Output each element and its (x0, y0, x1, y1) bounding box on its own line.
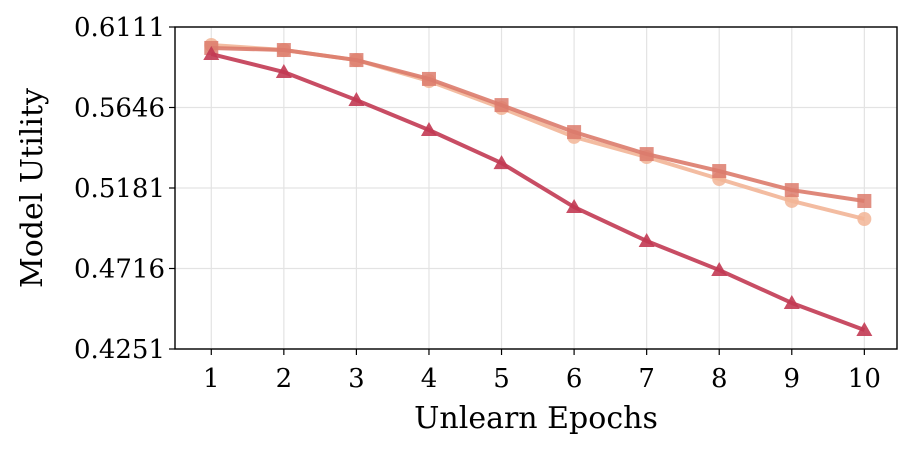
point (638, 232, 655, 247)
x-axis-label: Unlearn Epochs (414, 401, 658, 436)
x-tick-label: 2 (276, 364, 293, 394)
point (712, 164, 727, 179)
y-tick-label: 0.5181 (74, 174, 165, 204)
point (857, 193, 872, 208)
x-tick-label: 3 (348, 364, 365, 394)
point (493, 155, 510, 170)
x-tick-label: 1 (203, 364, 220, 394)
point (783, 294, 800, 309)
x-tick-label: 6 (566, 364, 583, 394)
point (494, 98, 509, 113)
series-line (211, 43, 865, 221)
point (420, 122, 437, 137)
x-tick-label: 10 (848, 364, 881, 394)
point (784, 193, 799, 208)
y-axis-label: Model Utility (15, 88, 50, 288)
point (421, 71, 436, 86)
x-tick-label: 7 (638, 364, 655, 394)
point (857, 211, 872, 226)
point (566, 199, 583, 214)
series-line (210, 52, 866, 332)
x-tick-label: 9 (784, 364, 801, 394)
point (203, 46, 220, 61)
point (349, 53, 364, 68)
point (567, 125, 582, 140)
point (639, 147, 654, 162)
point (275, 64, 292, 79)
x-tick-label: 5 (493, 364, 510, 394)
y-tick-label: 0.5646 (74, 94, 165, 124)
series-line (211, 45, 865, 203)
point (711, 262, 728, 277)
plot-frame (174, 26, 898, 350)
x-tick-label: 8 (711, 364, 728, 394)
y-tick-label: 0.4251 (74, 335, 165, 365)
point (856, 321, 873, 336)
point (276, 43, 291, 58)
x-tick-label: 4 (421, 364, 438, 394)
y-tick-label: 0.4716 (74, 255, 165, 285)
y-tick-label: 0.6111 (74, 13, 165, 43)
point (348, 92, 365, 107)
point (784, 183, 799, 198)
